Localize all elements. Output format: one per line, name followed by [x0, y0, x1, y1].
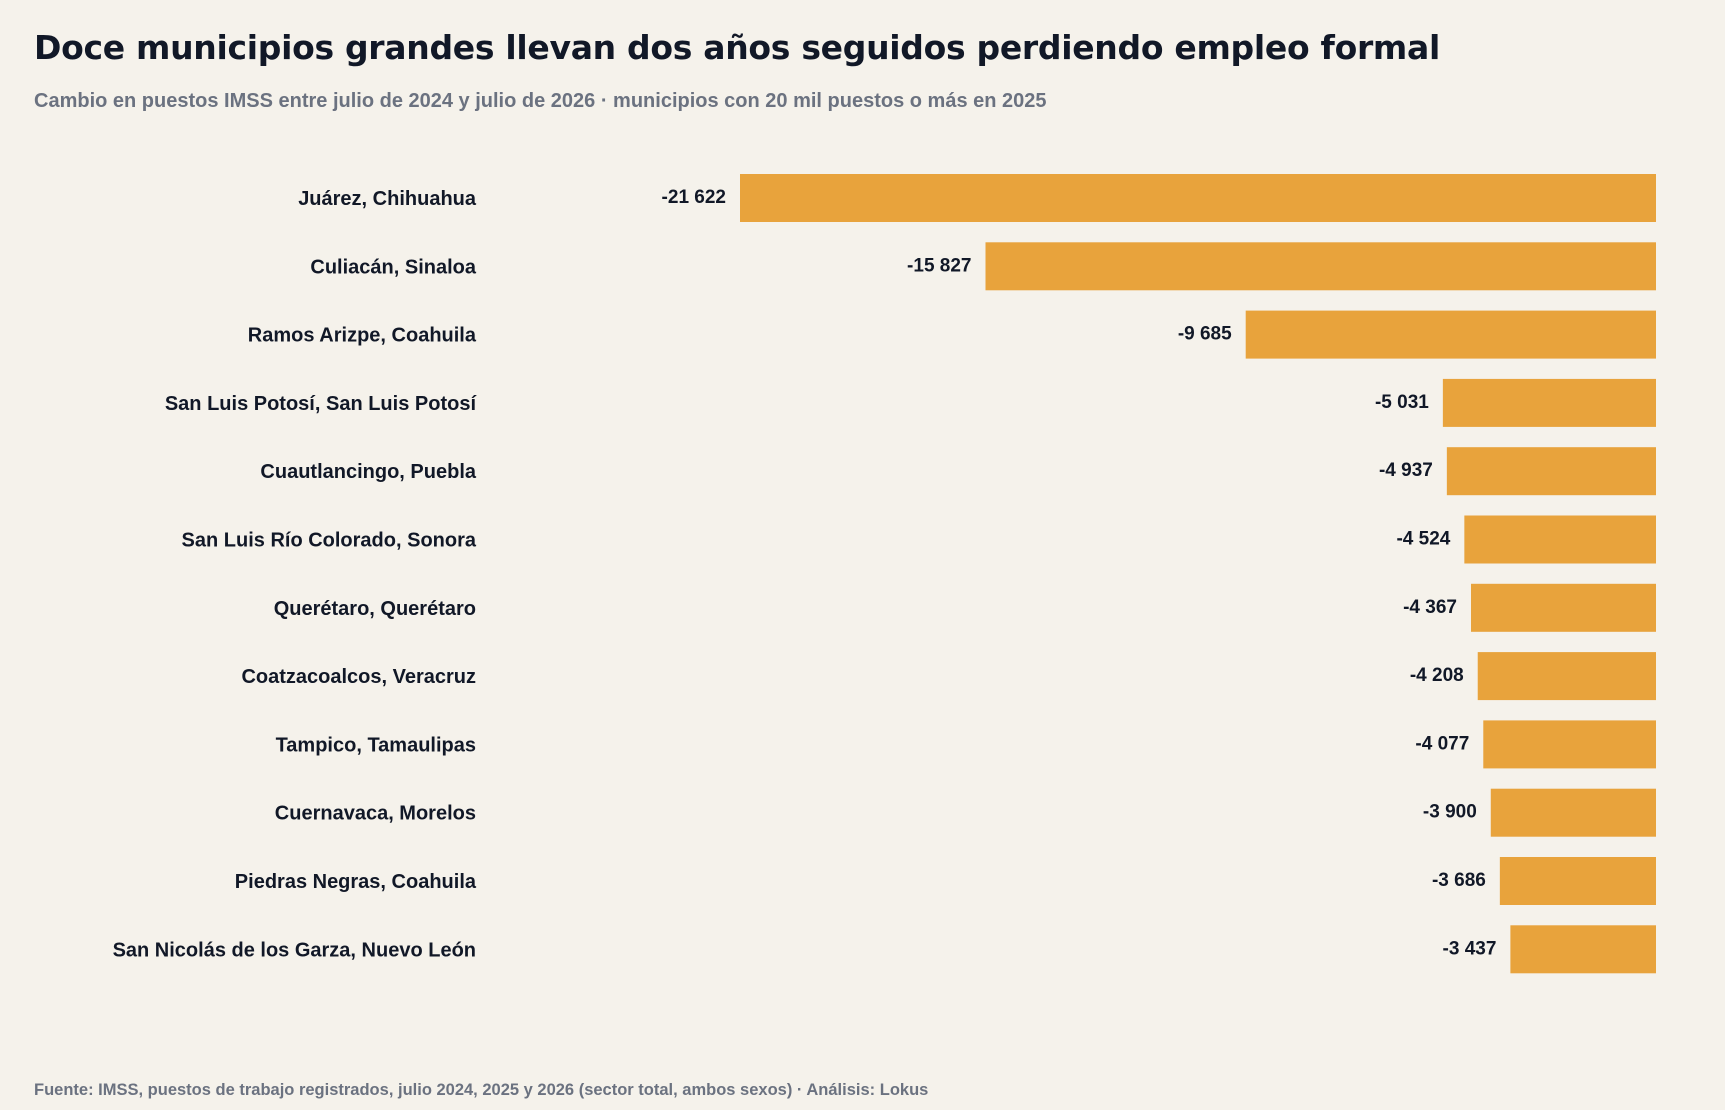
- category-label: Piedras Negras, Coahuila: [235, 871, 477, 893]
- value-label: -4 077: [1415, 733, 1469, 754]
- value-label: -3 686: [1432, 870, 1486, 891]
- value-label: -5 031: [1375, 392, 1429, 413]
- value-label: -21 622: [662, 187, 726, 208]
- bar: [1499, 857, 1656, 905]
- category-label: San Luis Potosí, San Luis Potosí: [165, 393, 478, 415]
- bar: [1483, 720, 1656, 769]
- value-label: -4 208: [1410, 665, 1464, 686]
- category-label: Tampico, Tamaulipas: [276, 734, 476, 756]
- bar: [1510, 925, 1656, 974]
- bar: [1470, 583, 1656, 632]
- value-label: -3 437: [1443, 938, 1497, 959]
- category-label: Juárez, Chihuahua: [298, 188, 477, 210]
- bar: [1446, 447, 1656, 496]
- category-label: Coatzacoalcos, Veracruz: [241, 666, 476, 688]
- bar: [1490, 788, 1656, 837]
- category-label: Querétaro, Querétaro: [274, 598, 476, 620]
- value-label: -4 937: [1379, 460, 1433, 481]
- category-label: San Nicolás de los Garza, Nuevo León: [113, 939, 476, 961]
- bar: [1464, 515, 1656, 564]
- bars: [740, 174, 1656, 974]
- category-label: San Luis Río Colorado, Sonora: [182, 530, 477, 552]
- value-label: -4 524: [1396, 529, 1450, 550]
- bar: [1442, 378, 1656, 427]
- chart-title: Doce municipios grandes llevan dos años …: [34, 28, 1440, 67]
- bar: [1245, 310, 1656, 359]
- category-label: Ramos Arizpe, Coahuila: [248, 325, 477, 347]
- bar: [985, 242, 1656, 291]
- category-label: Cuautlancingo, Puebla: [260, 461, 476, 483]
- category-labels: Juárez, Chihuahua Culiacán, Sinaloa Ramos …: [113, 188, 478, 961]
- bar: [1477, 652, 1656, 701]
- bar: [740, 174, 1656, 222]
- value-label: -3 900: [1423, 802, 1477, 823]
- chart-subtitle: Cambio en puestos IMSS entre julio de 20…: [34, 90, 1047, 112]
- value-label: -15 827: [907, 255, 971, 276]
- category-label: Cuernavaca, Morelos: [275, 803, 476, 825]
- value-label: -4 367: [1403, 597, 1457, 618]
- source-footer: Fuente: IMSS, puestos de trabajo registr…: [34, 1081, 929, 1099]
- category-label: Culiacán, Sinaloa: [310, 256, 476, 278]
- value-labels: -21 622 -15 827 -9 685 -5 031 -4 937 -4 524 -4…: [662, 187, 1497, 959]
- value-label: -9 685: [1178, 324, 1232, 345]
